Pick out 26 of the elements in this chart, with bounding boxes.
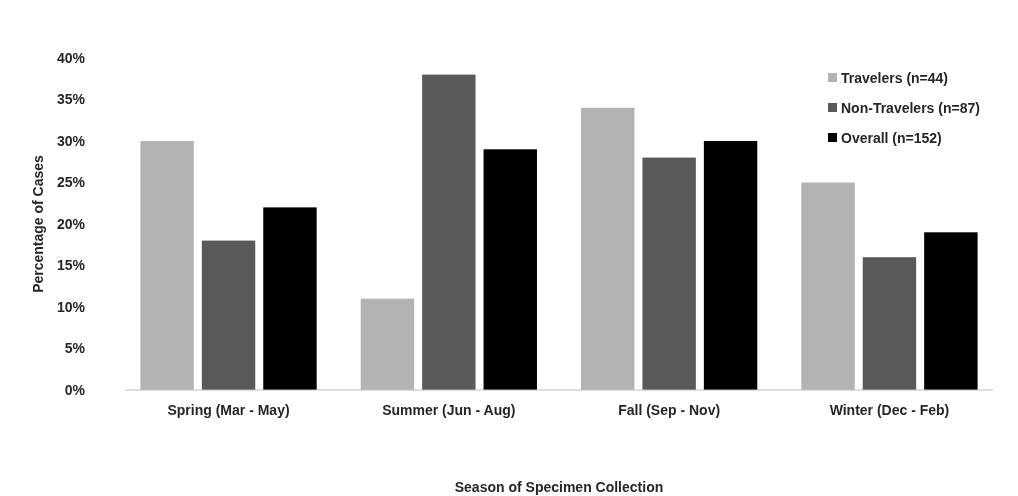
y-tick-label: 35% <box>56 91 86 108</box>
legend-label: Non-Travelers (n=87) <box>841 99 980 116</box>
x-tick-label: Fall (Sep - Nov) <box>618 402 721 418</box>
y-tick-label: 0% <box>64 381 86 398</box>
x-axis-title: Season of Specimen Collection <box>454 479 664 495</box>
bar <box>703 141 758 390</box>
bar <box>483 149 537 390</box>
y-tick-label: 5% <box>64 340 86 357</box>
x-tick-label: Summer (Jun - Aug) <box>382 402 516 418</box>
y-tick-label: 30% <box>56 132 86 149</box>
legend-label: Travelers (n=44) <box>841 69 949 86</box>
y-tick-label: 40% <box>56 49 86 66</box>
y-tick-label: 25% <box>56 174 86 191</box>
bar <box>924 232 978 390</box>
y-axis-title: Percentage of Cases <box>30 154 46 293</box>
x-tick-label: Winter (Dec - Feb) <box>829 402 950 418</box>
bar <box>201 240 256 390</box>
y-tick-label: 20% <box>56 215 86 232</box>
bar <box>263 207 317 390</box>
bar <box>862 257 917 390</box>
x-tick-label: Spring (Mar - May) <box>167 402 290 418</box>
bar <box>422 74 476 390</box>
y-tick-label: 15% <box>56 257 86 274</box>
legend-label: Overall (n=152) <box>841 129 942 146</box>
bar <box>642 157 696 390</box>
y-tick-label: 10% <box>56 298 86 315</box>
